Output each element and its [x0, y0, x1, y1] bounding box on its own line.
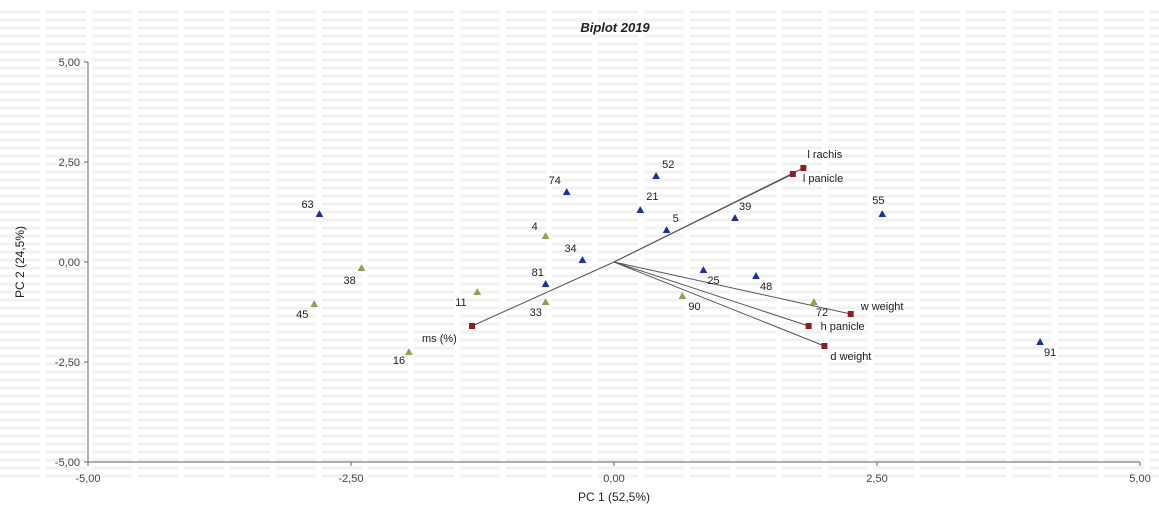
- data-points: 63 74 52 21 5 34 81 39 55 25 48 91 4 38 45 11 33 16 90 72: [296, 159, 1056, 367]
- y-axis-label: PC 2 (24,5%): [13, 226, 27, 298]
- data-point-label: 74: [549, 175, 561, 187]
- data-point-triangle: [578, 255, 587, 264]
- data-point-triangle: [652, 171, 661, 180]
- data-point-triangle: [1036, 337, 1044, 346]
- data-point-triangle: [541, 297, 550, 306]
- x-tick-label: 0,00: [603, 473, 624, 485]
- data-point-label: 81: [532, 267, 544, 279]
- variable-vectors: l rachis l panicle w weight h panicle d weig…: [422, 149, 904, 363]
- chart-title: Biplot 2019: [580, 20, 650, 35]
- data-point-label: 34: [564, 243, 576, 255]
- variable-vector: [613, 173, 794, 263]
- data-point-triangle: [662, 225, 671, 234]
- data-point-triangle: [636, 205, 645, 214]
- variable-label: l rachis: [807, 149, 842, 161]
- variable-vector: [613, 261, 851, 315]
- data-point-label: 4: [532, 221, 538, 233]
- data-point-label: 90: [688, 301, 700, 313]
- data-point-triangle: [699, 265, 708, 274]
- data-point-label: 33: [530, 307, 542, 319]
- axes: -5,00 -2,50 0,00 2,50 5,00 -5,00 -2,50 0,00 2,50…: [55, 57, 1151, 485]
- data-point-triangle: [310, 299, 319, 308]
- y-tick-label: 2,50: [59, 157, 80, 169]
- data-point-triangle: [731, 213, 739, 222]
- data-point-triangle: [315, 209, 324, 218]
- data-point-triangle: [404, 347, 413, 356]
- variable-label: w weight: [860, 301, 904, 313]
- data-point-triangle: [357, 263, 366, 272]
- variable-vector: [613, 261, 825, 347]
- variable-marker: [468, 323, 475, 329]
- data-point-label: 38: [344, 275, 356, 287]
- data-point-triangle: [562, 187, 571, 196]
- x-tick-label: 5,00: [1129, 473, 1150, 485]
- x-axis-label: PC 1 (52,5%): [578, 490, 650, 504]
- data-point-label: 11: [455, 297, 466, 309]
- data-point-label: 91: [1044, 347, 1056, 359]
- data-point-label: 48: [760, 281, 772, 293]
- data-point-label: 5: [673, 213, 679, 225]
- data-point-triangle: [678, 291, 687, 300]
- data-point-triangle: [541, 231, 550, 240]
- data-point-label: 72: [816, 307, 828, 319]
- data-point-label: 21: [646, 191, 658, 203]
- variable-marker: [847, 311, 854, 317]
- x-tick-label: 2,50: [866, 473, 887, 485]
- data-point-triangle: [878, 209, 887, 218]
- variable-label: h panicle: [821, 321, 865, 333]
- data-point-triangle: [541, 279, 550, 288]
- data-point-label: 52: [662, 159, 674, 171]
- y-tick-label: -5,00: [55, 457, 80, 469]
- y-tick-label: 5,00: [59, 57, 80, 69]
- variable-marker: [800, 165, 807, 171]
- y-tick-label: -2,50: [55, 357, 80, 369]
- data-point-label: 25: [707, 275, 719, 287]
- x-tick-label: -5,00: [75, 473, 100, 485]
- data-point-label: 39: [739, 201, 751, 213]
- data-point-label: 63: [301, 199, 313, 211]
- y-tick-label: 0,00: [59, 257, 80, 269]
- data-point-label: 55: [872, 195, 884, 207]
- variable-vector: [613, 261, 809, 327]
- data-point-triangle: [473, 287, 482, 296]
- variable-marker: [789, 171, 796, 177]
- data-point-triangle: [809, 297, 818, 306]
- variable-marker: [821, 343, 828, 349]
- data-point-label: 45: [296, 309, 308, 321]
- data-point-triangle: [752, 271, 760, 280]
- variable-label: ms (%): [422, 333, 457, 345]
- x-tick-label: -2,50: [338, 473, 363, 485]
- variable-vector: [471, 261, 615, 327]
- variable-label: d weight: [830, 351, 871, 363]
- variable-marker: [805, 323, 812, 329]
- plot-background: [0, 10, 1159, 478]
- variable-label: l panicle: [803, 173, 843, 185]
- data-point-label: 16: [393, 355, 405, 367]
